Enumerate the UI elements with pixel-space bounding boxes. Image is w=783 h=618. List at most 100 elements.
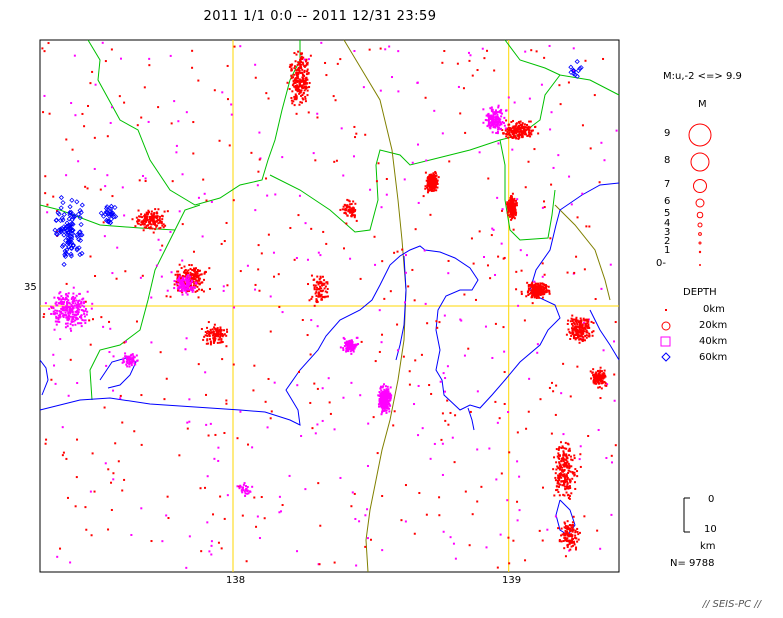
quake-point: [426, 322, 429, 325]
quake-point: [503, 116, 506, 119]
quake-point: [430, 173, 433, 176]
quake-point: [303, 82, 306, 85]
quake-point-deep: [98, 210, 104, 216]
quake-point-deep: [67, 204, 73, 210]
quake-point: [89, 255, 92, 258]
quake-point: [576, 328, 579, 331]
quake-point: [188, 420, 191, 423]
quake-point: [44, 302, 47, 305]
quake-point: [63, 301, 66, 304]
quake-point: [299, 63, 302, 66]
quake-point: [153, 212, 156, 215]
quake-point: [212, 337, 215, 340]
quake-point: [578, 338, 581, 341]
quake-point: [517, 120, 520, 123]
quake-point: [568, 497, 571, 500]
quake-point: [513, 197, 516, 200]
quake-point: [260, 252, 263, 255]
quake-point: [143, 215, 146, 218]
quake-point: [436, 181, 439, 184]
coastline-izu-east: [467, 407, 475, 431]
quake-point: [463, 293, 466, 296]
quake-point: [343, 247, 346, 250]
quake-point: [564, 481, 567, 484]
quake-point: [78, 308, 81, 311]
quake-point: [526, 134, 529, 137]
quake-point: [62, 316, 65, 319]
quake-point: [503, 350, 506, 353]
quake-point: [44, 175, 47, 178]
quake-point: [500, 115, 503, 118]
quake-point: [53, 296, 56, 299]
quake-point: [388, 394, 391, 397]
quake-point: [557, 452, 560, 455]
quake-point: [549, 128, 552, 131]
quake-point: [139, 215, 142, 218]
quake-point: [344, 207, 347, 210]
quake-point: [590, 320, 593, 323]
quake-point: [487, 177, 490, 180]
quake-point: [302, 63, 305, 66]
quake-point: [321, 282, 324, 285]
quake-point: [516, 519, 519, 522]
quake-point: [218, 139, 221, 142]
prefecture-border-east: [269, 74, 620, 233]
quake-point: [562, 433, 565, 436]
quake-point: [218, 329, 221, 332]
quake-point: [423, 249, 426, 252]
quake-point: [587, 325, 590, 328]
quake-point: [568, 447, 571, 450]
quake-point: [566, 532, 569, 535]
quake-point: [325, 242, 328, 245]
quake-point: [203, 335, 206, 338]
quake-point: [86, 290, 89, 293]
quake-point: [528, 120, 531, 123]
quake-point: [348, 347, 351, 350]
quake-point: [128, 356, 131, 359]
quake-point: [569, 332, 572, 335]
quake-point: [315, 300, 318, 303]
quake-point: [344, 341, 347, 344]
quake-point: [560, 527, 563, 530]
quake-point: [54, 309, 57, 312]
quake-point: [564, 555, 567, 558]
quake-point: [508, 202, 511, 205]
quake-point: [301, 61, 304, 64]
quake-point-deep: [64, 227, 70, 234]
quake-point: [299, 65, 302, 68]
quake-point: [497, 128, 500, 131]
quake-point: [578, 341, 581, 344]
quake-point: [559, 472, 562, 475]
quake-point: [197, 277, 200, 280]
quake-point: [531, 296, 534, 299]
quake-point: [210, 544, 213, 547]
quake-point: [212, 338, 215, 341]
quake-point: [313, 288, 316, 291]
quake-point: [310, 227, 313, 230]
quake-point: [210, 200, 213, 203]
quake-point: [397, 90, 400, 93]
quake-point: [498, 417, 501, 420]
quake-point: [163, 398, 166, 401]
quake-point: [325, 295, 328, 298]
quake-point: [468, 59, 471, 62]
quake-point: [295, 85, 298, 88]
quake-point-deep: [568, 64, 574, 70]
quake-point: [80, 317, 83, 320]
quake-point: [386, 405, 389, 408]
quake-point: [70, 102, 73, 105]
quake-point: [236, 437, 239, 440]
quake-point: [569, 337, 572, 340]
quake-point: [464, 131, 467, 134]
quake-point: [392, 424, 395, 427]
quake-point: [205, 423, 208, 426]
quake-point: [562, 539, 565, 542]
quake-point: [355, 343, 358, 346]
quake-point: [312, 152, 315, 155]
quake-point: [557, 482, 560, 485]
quake-point: [564, 488, 567, 491]
quake-point: [476, 500, 479, 503]
quake-point: [196, 289, 199, 292]
quake-point: [170, 122, 173, 125]
magnitude-range-label: M:u,-2 <=> 9.9: [663, 71, 742, 82]
